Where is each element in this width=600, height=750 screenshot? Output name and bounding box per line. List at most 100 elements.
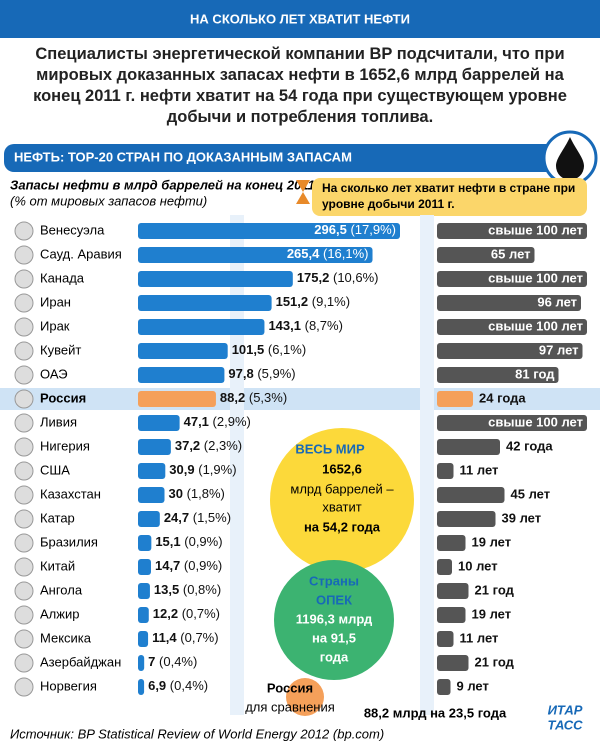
value-label: 47,1 (2,9%) — [184, 414, 251, 429]
bar — [138, 583, 150, 599]
category-label: Алжир — [40, 606, 79, 621]
years-bar — [437, 367, 559, 383]
bar — [138, 631, 149, 647]
bar — [138, 511, 160, 527]
value-number: 6,9 — [148, 678, 166, 693]
flag — [14, 533, 34, 553]
bar — [138, 535, 152, 551]
share-label: (0,8%) — [183, 582, 221, 597]
subtitle: Специалисты энергетической компании BP п… — [33, 45, 567, 126]
category-label: Ирак — [40, 318, 70, 333]
category-label: Бразилия — [40, 534, 98, 549]
share-label: (6,1%) — [268, 342, 306, 357]
years-bar — [437, 607, 466, 623]
years-bar — [437, 223, 587, 239]
bar — [138, 367, 225, 383]
flag — [14, 581, 34, 601]
oil-drop — [556, 137, 584, 180]
flag — [14, 365, 34, 385]
bar — [138, 295, 272, 311]
years-bar — [437, 439, 500, 455]
years-label: 11 лет — [460, 630, 499, 645]
value-number: 13,5 — [154, 582, 179, 597]
category-label: Кувейт — [40, 342, 81, 357]
value-number: 30,9 — [169, 462, 194, 477]
bar — [138, 319, 265, 335]
bar — [138, 607, 149, 623]
bar — [138, 559, 151, 575]
flag — [14, 557, 34, 577]
share-label: (0,4%) — [159, 654, 197, 669]
bar — [138, 343, 228, 359]
value-number: 97,8 — [228, 366, 253, 381]
share-label: (1,8%) — [187, 486, 225, 501]
opec-circle — [274, 560, 394, 680]
flag — [14, 389, 34, 409]
opec-line: года — [320, 649, 349, 664]
bar — [138, 655, 145, 671]
value-label: 101,5 (6,1%) — [232, 342, 306, 357]
years-label: свыше 100 лет — [488, 414, 583, 429]
share-label: (0,7%) — [180, 630, 218, 645]
years-bar — [437, 559, 452, 575]
value-label: 97,8 (5,9%) — [228, 366, 295, 381]
years-label: 9 лет — [457, 678, 489, 693]
flag — [14, 605, 34, 625]
flag — [14, 485, 34, 505]
value-label: 7 (0,4%) — [148, 654, 197, 669]
flag — [14, 293, 34, 313]
value-number: 101,5 — [232, 342, 265, 357]
flag — [14, 245, 34, 265]
world-title: ВЕСЬ МИР — [295, 441, 365, 456]
years-label: 21 год — [475, 654, 515, 669]
years-label: 42 года — [506, 438, 553, 453]
category-label: США — [40, 462, 70, 477]
bar — [138, 463, 166, 479]
bar — [138, 439, 171, 455]
value-label: 30 (1,8%) — [169, 486, 225, 501]
world-line: 1652,6 — [322, 461, 362, 476]
value-number: 24,7 — [164, 510, 189, 525]
value-number: 14,7 — [155, 558, 180, 573]
bar — [138, 271, 293, 287]
value-label: 11,4 (0,7%) — [152, 630, 219, 645]
value-number: 11,4 — [152, 630, 177, 645]
value-label: 296,5 (17,9%) — [314, 222, 396, 237]
russia-text: 88,2 млрд на 23,5 года — [364, 705, 507, 720]
opec-line: ОПЕК — [316, 592, 352, 607]
category-label: Казахстан — [40, 486, 101, 501]
value-label: 265,4 (16,1%) — [287, 246, 369, 261]
share-label: (9,1%) — [312, 294, 350, 309]
share-label: (1,5%) — [193, 510, 231, 525]
flag — [14, 461, 34, 481]
value-label: 13,5 (0,8%) — [154, 582, 221, 597]
share-label: (5,3%) — [249, 390, 287, 405]
category-label: Канада — [40, 270, 85, 285]
category-label: Сауд. Аравия — [40, 246, 122, 261]
years-label: 19 лет — [472, 606, 512, 621]
value-number: 47,1 — [184, 414, 209, 429]
value-label: 12,2 (0,7%) — [153, 606, 220, 621]
share-label: (1,9%) — [198, 462, 236, 477]
years-bar — [437, 343, 583, 359]
section-title: НЕФТЬ: ТОР-20 СТРАН ПО ДОКАЗАННЫМ ЗАПАСА… — [14, 149, 352, 164]
years-box — [312, 178, 587, 216]
category-label: Норвегия — [40, 678, 97, 693]
share-label: (0,7%) — [182, 606, 220, 621]
years-label: 10 лет — [458, 558, 498, 573]
share-label: (10,6%) — [333, 270, 379, 285]
flag — [14, 437, 34, 457]
years-bar — [437, 511, 496, 527]
value-label: 151,2 (9,1%) — [276, 294, 350, 309]
value-number: 175,2 — [297, 270, 330, 285]
value-number: 15,1 — [155, 534, 180, 549]
logo-line: ТАСС — [548, 717, 584, 732]
category-label: Китай — [40, 558, 75, 573]
category-label: Нигерия — [40, 438, 90, 453]
value-number: 30 — [169, 486, 183, 501]
value-label: 24,7 (1,5%) — [164, 510, 231, 525]
value-label: 175,2 (10,6%) — [297, 270, 379, 285]
value-label: 88,2 (5,3%) — [220, 390, 287, 405]
years-bar — [437, 271, 587, 287]
years-bar — [437, 583, 469, 599]
